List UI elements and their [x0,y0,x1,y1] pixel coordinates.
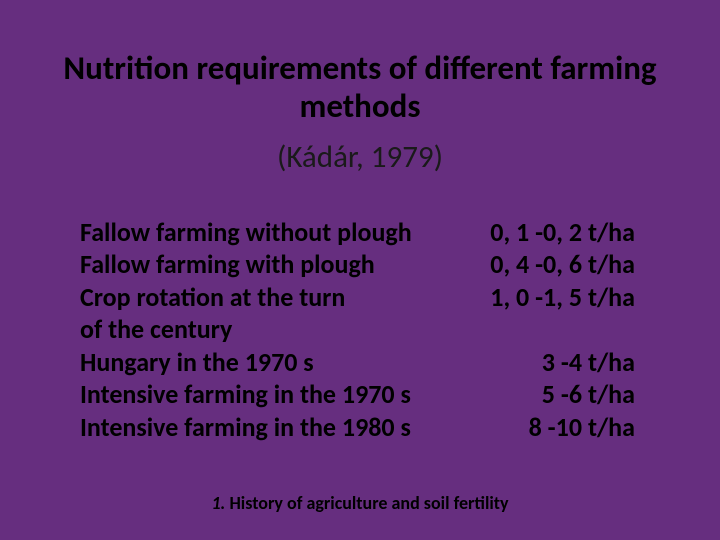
slide-subtitle: (Kádár, 1979) [60,138,660,176]
data-row: Fallow farming without plough 0, 1 -0, 2… [80,216,640,249]
slide-title: Nutrition requirements of different farm… [60,50,660,126]
slide-body: Fallow farming without plough 0, 1 -0, 2… [60,216,660,444]
row-value: 0, 1 -0, 2 t/ha [450,216,640,249]
row-number: 0, 1 -0, 2 [490,216,588,249]
row-unit: t/ha [588,248,640,281]
row-number: 1, 0 -1, 5 [490,281,588,314]
row-number: 5 -6 [542,378,588,411]
row-unit: t/ha [588,281,640,314]
data-row: Intensive farming in the 1970 s 5 -6 t/h… [80,378,640,411]
data-row: Hungary in the 1970 s 3 -4 t/ha [80,346,640,379]
row-value: 8 -10 t/ha [450,411,640,444]
slide: Nutrition requirements of different farm… [0,0,720,540]
row-unit: t/ha [588,411,640,444]
row-unit: t/ha [588,346,640,379]
slide-footer: 1. History of agriculture and soil ferti… [0,492,720,514]
row-value: 3 -4 t/ha [450,346,640,379]
row-number: 3 -4 [542,346,588,379]
row-number: 8 -10 [529,411,588,444]
row-label: Hungary in the 1970 s [80,346,450,379]
row-unit: t/ha [588,378,640,411]
data-row: Crop rotation at the turn of the century… [80,281,640,346]
row-value: 5 -6 t/ha [450,378,640,411]
data-row: Intensive farming in the 1980 s 8 -10 t/… [80,411,640,444]
row-label: Crop rotation at the turn of the century [80,281,450,346]
row-label: Intensive farming in the 1980 s [80,411,450,444]
row-label: Fallow farming with plough [80,248,450,281]
footer-text: History of agriculture and soil fertilit… [225,492,508,514]
footer-number: 1. [211,492,225,514]
row-label: Fallow farming without plough [80,216,450,249]
row-value: 0, 4 -0, 6 t/ha [450,248,640,281]
row-value: 1, 0 -1, 5 t/ha [450,281,640,314]
data-row: Fallow farming with plough 0, 4 -0, 6 t/… [80,248,640,281]
row-number: 0, 4 -0, 6 [490,248,588,281]
row-label: Intensive farming in the 1970 s [80,378,450,411]
row-unit: t/ha [588,216,640,249]
